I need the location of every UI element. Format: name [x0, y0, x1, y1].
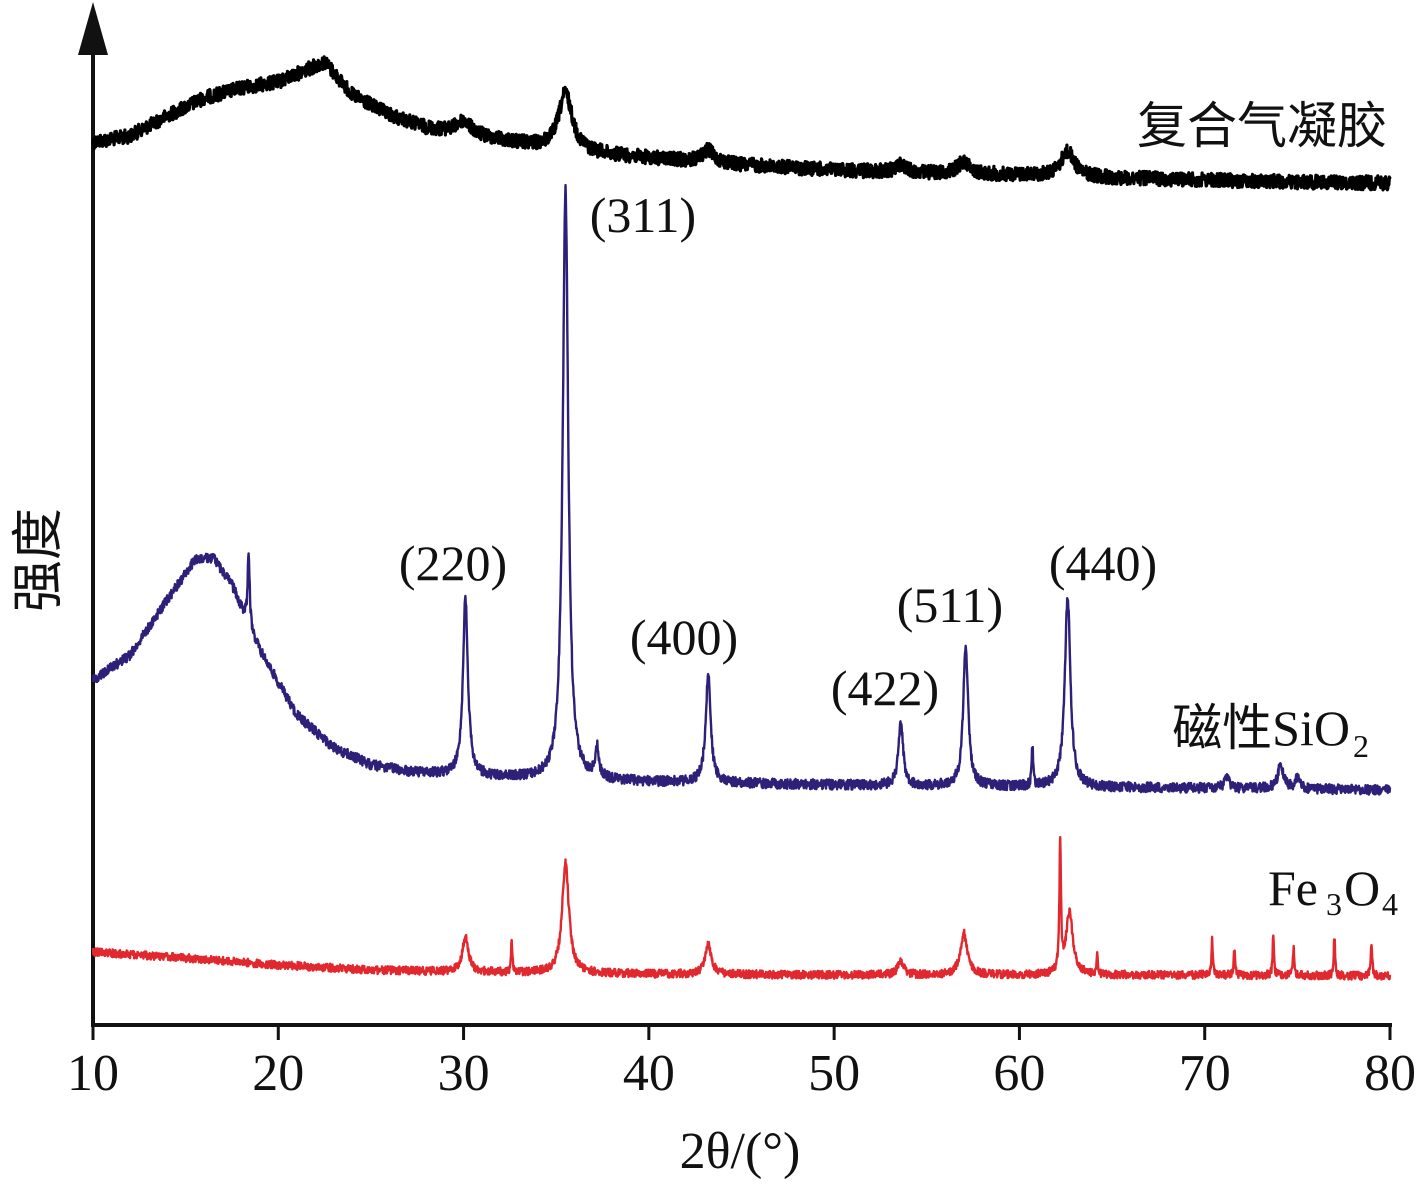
- series-line-1: [91, 183, 1392, 796]
- peak-label-511: (511): [897, 577, 1003, 633]
- series-label-fe3o4: Fe: [1268, 860, 1318, 916]
- peak-label-440: (440): [1049, 535, 1157, 591]
- x-axis-label: 2θ/(°): [680, 1123, 801, 1180]
- y-axis-arrow: [78, 2, 108, 55]
- x-ticks: 10 20 30 40 50 60 70 80: [67, 1025, 1416, 1102]
- axes: [78, 2, 1392, 1027]
- peak-label-311: (311): [590, 187, 696, 243]
- x-tick-label: 30: [438, 1045, 490, 1102]
- y-axis-label: 强度: [11, 508, 68, 612]
- series-label-fe3o4-subscript-3: 3: [1326, 886, 1342, 922]
- x-tick-label: 70: [1179, 1045, 1231, 1102]
- x-tick-label: 10: [67, 1045, 119, 1102]
- series-label-fe3o4-subscript-4: 4: [1382, 886, 1398, 922]
- series-label-fe3o4-o: O: [1344, 860, 1380, 916]
- peak-label-422: (422): [831, 660, 939, 716]
- series-label-composite-aerogel: 复合气凝胶: [1137, 98, 1387, 154]
- peak-label-220: (220): [399, 535, 507, 591]
- x-tick-label: 80: [1364, 1045, 1416, 1102]
- x-tick-label: 50: [808, 1045, 860, 1102]
- curves: [91, 55, 1392, 981]
- series-label-magnetic-sio2: 磁性SiO: [1172, 700, 1350, 756]
- peak-label-400: (400): [630, 609, 738, 665]
- x-tick-label: 20: [252, 1045, 304, 1102]
- x-tick-label: 40: [623, 1045, 675, 1102]
- series-label-magnetic-sio2-subscript: 2: [1353, 728, 1369, 764]
- x-tick-label: 60: [993, 1045, 1045, 1102]
- series-line-0: [91, 55, 1392, 192]
- series-line-2: [91, 836, 1392, 981]
